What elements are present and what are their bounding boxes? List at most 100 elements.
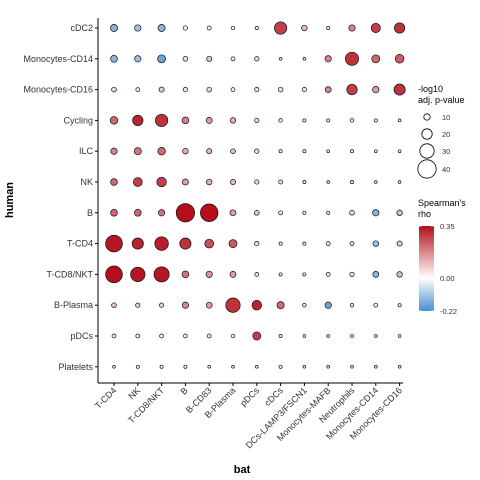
dot-pDCs-T-CD8/NKT	[160, 334, 164, 338]
dot-Monocytes-CD16-Monocytes-MAFB	[325, 87, 331, 93]
dot-Platelets-B-Plasma	[232, 365, 235, 368]
dot-pDCs-B-CD83	[207, 334, 211, 338]
dot-B-Plasma-Monocytes-MAFB	[325, 302, 331, 308]
size-legend-label: 30	[442, 147, 450, 156]
dot-T-CD4-NK	[132, 238, 143, 249]
dot-Cycling-B	[182, 117, 189, 124]
dot-Cycling-B-CD83	[206, 117, 212, 123]
dot-ILC-B-CD83	[207, 149, 212, 154]
dot-T-CD8/NKT-Monocytes-CD14	[373, 271, 379, 277]
dot-Cycling-T-CD4	[110, 117, 118, 125]
dot-T-CD4-pDCs	[255, 241, 259, 245]
dot-NK-T-CD4	[111, 179, 118, 186]
size-legend-dot	[420, 144, 434, 158]
dot-ILC-cDCs	[279, 150, 282, 153]
dot-B-Plasma-DCs-LAMP3/FSCN1	[303, 303, 307, 307]
dot-B-Plasma-NK	[136, 303, 140, 307]
dot-Cycling-Monocytes-CD14	[374, 119, 377, 122]
dot-Monocytes-CD16-B-Plasma	[231, 88, 235, 92]
dot-T-CD8/NKT-T-CD8/NKT	[154, 267, 169, 282]
dot-B-T-CD4	[111, 209, 118, 216]
dot-ILC-T-CD8/NKT	[158, 147, 166, 155]
dot-ILC-B-Plasma	[231, 149, 236, 154]
dot-NK-Monocytes-CD16	[398, 181, 401, 184]
dot-cDC2-cDCs	[274, 22, 286, 34]
dot-cDC2-T-CD4	[110, 24, 117, 31]
dot-cDC2-T-CD8/NKT	[158, 24, 165, 31]
dot-B-cDCs	[279, 211, 283, 215]
dot-pDCs-B	[183, 334, 187, 338]
dot-Cycling-B-Plasma	[230, 118, 236, 124]
size-legend-title-line1: -log10	[418, 84, 443, 94]
x-tick-label: pDCs	[238, 385, 261, 408]
size-legend: -log10 adj. p-value 10 20 30 40	[418, 84, 465, 178]
size-legend-label: 10	[442, 113, 450, 122]
dot-T-CD4-Monocytes-CD14	[373, 241, 379, 247]
dot-ILC-Neutrophils	[350, 150, 353, 153]
size-legend-title-line2: adj. p-value	[418, 95, 465, 105]
dot-Monocytes-CD14-pDCs	[255, 57, 259, 61]
dot-Monocytes-CD16-Neutrophils	[347, 84, 357, 94]
dot-T-CD8/NKT-T-CD4	[106, 266, 123, 283]
dot-pDCs-Neutrophils	[351, 335, 354, 338]
plot-area: cDC2 Monocytes-CD14 Monocytes-CD16 Cycling I…	[23, 18, 405, 450]
dot-Monocytes-CD16-B-CD83	[207, 87, 212, 92]
dot-pDCs-Monocytes-CD14	[374, 335, 377, 338]
dot-NK-DCs-LAMP3/FSCN1	[303, 180, 306, 183]
dot-NK-Neutrophils	[350, 180, 353, 183]
dot-B-DCs-LAMP3/FSCN1	[303, 211, 306, 214]
dot-Cycling-NK	[133, 115, 143, 125]
dot-ILC-pDCs	[255, 149, 259, 153]
size-legend-dot	[422, 129, 432, 139]
dot-ILC-B	[183, 148, 189, 154]
dot-cDC2-B-CD83	[207, 26, 211, 30]
dot-Monocytes-CD14-Monocytes-CD16	[395, 54, 404, 63]
dot-T-CD8/NKT-Monocytes-MAFB	[326, 272, 330, 276]
size-legend-dot	[418, 160, 436, 178]
y-tick-label: NK	[80, 177, 93, 187]
dot-cDC2-DCs-LAMP3/FSCN1	[302, 25, 308, 31]
dot-Monocytes-CD16-B	[183, 87, 187, 91]
dot-Cycling-T-CD8/NKT	[155, 114, 167, 126]
dot-T-CD8/NKT-DCs-LAMP3/FSCN1	[303, 273, 306, 276]
dot-Platelets-Monocytes-MAFB	[327, 365, 330, 368]
color-legend-bar	[419, 226, 434, 311]
dot-T-CD8/NKT-pDCs	[255, 272, 259, 276]
dot-ILC-Monocytes-CD16	[398, 150, 401, 153]
dot-T-CD8/NKT-NK	[131, 267, 145, 281]
y-tick-label: Cycling	[63, 115, 93, 125]
dot-pDCs-B-Plasma	[231, 334, 235, 338]
dot-NK-NK	[133, 178, 142, 187]
dot-cDC2-B	[183, 26, 187, 30]
y-tick-label: B	[87, 208, 93, 218]
dot-NK-cDCs	[279, 180, 283, 184]
dot-pDCs-cDCs	[279, 334, 282, 337]
dot-cDC2-pDCs	[255, 26, 258, 29]
dot-T-CD4-B-Plasma	[229, 240, 237, 248]
dot-pDCs-Monocytes-MAFB	[327, 335, 330, 338]
dot-B-B-Plasma	[230, 210, 236, 216]
dot-ILC-T-CD4	[111, 148, 117, 154]
dot-ILC-DCs-LAMP3/FSCN1	[303, 150, 306, 153]
dot-Platelets-Monocytes-CD16	[398, 365, 401, 368]
dot-Monocytes-CD16-NK	[136, 88, 140, 92]
dot-Monocytes-CD14-NK	[135, 56, 141, 62]
dot-Monocytes-CD16-T-CD4	[112, 87, 117, 92]
dot-NK-B	[182, 179, 188, 185]
dot-Monocytes-CD14-Neutrophils	[345, 52, 358, 65]
size-legend-dot	[424, 114, 430, 120]
dot-Platelets-T-CD8/NKT	[160, 365, 163, 368]
dot-T-CD4-cDCs	[279, 242, 282, 245]
dot-Monocytes-CD14-B-CD83	[207, 56, 212, 61]
dot-cDC2-Monocytes-CD14	[371, 23, 380, 32]
dot-T-CD4-Monocytes-CD16	[397, 241, 402, 246]
y-tick-label: cDC2	[70, 23, 93, 33]
dot-T-CD4-DCs-LAMP3/FSCN1	[303, 242, 306, 245]
dot-Monocytes-CD16-pDCs	[255, 87, 259, 91]
dot-B-Plasma-cDCs	[277, 302, 284, 309]
dot-B-Monocytes-CD14	[373, 210, 379, 216]
dot-B-B-CD83	[200, 204, 218, 222]
dot-T-CD4-Monocytes-MAFB	[326, 242, 330, 246]
color-legend-label: -0.22	[440, 307, 457, 316]
